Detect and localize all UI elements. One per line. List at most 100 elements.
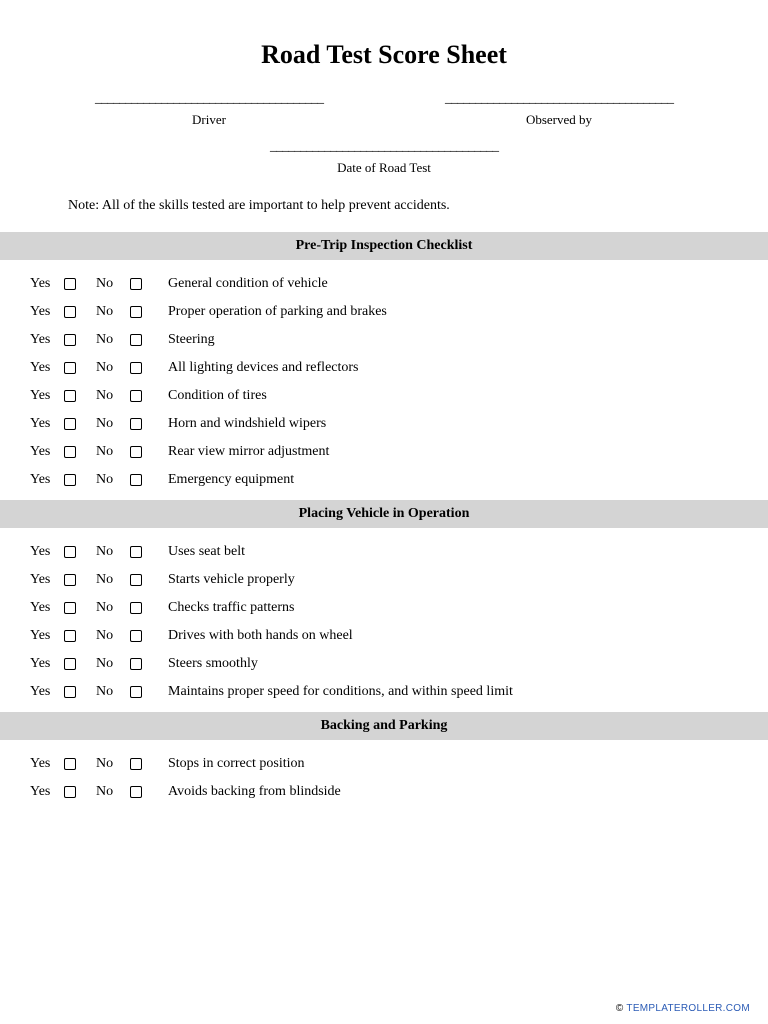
driver-label: Driver [84,112,334,128]
no-label: No [96,388,122,404]
no-checkbox[interactable] [130,658,142,670]
no-label: No [96,416,122,432]
yes-label: Yes [30,472,56,488]
checklist-row: Yes No General condition of vehicle [30,270,738,298]
no-label: No [96,600,122,616]
no-checkbox[interactable] [130,418,142,430]
yes-checkbox[interactable] [64,446,76,458]
yes-checkbox[interactable] [64,658,76,670]
section-block: Pre-Trip Inspection ChecklistYesNoGenera… [30,232,738,494]
checklist-row: YesNoSteers smoothly [30,650,738,678]
no-checkbox[interactable] [130,630,142,642]
checklist-item-text: Drives with both hands on wheel [168,628,353,644]
yes-label: Yes [30,784,56,800]
checklist-row: YesNoCondition of tires [30,382,738,410]
yes-checkbox[interactable] [64,474,76,486]
checklist-row: YesNoUses seat belt [30,538,738,566]
page: Road Test Score Sheet __________________… [0,0,768,806]
no-checkbox[interactable] [130,686,142,698]
no-label: No [96,276,122,292]
no-checkbox[interactable] [130,758,142,770]
no-checkbox[interactable] [130,574,142,586]
checklist-item-text: Proper operation of parking and brakes [168,304,387,320]
no-label: No [96,684,122,700]
footer: © TEMPLATEROLLER.COM [616,1003,750,1014]
yes-checkbox[interactable] [64,546,76,558]
yes-checkbox[interactable] [64,786,76,798]
yes-checkbox[interactable] [64,418,76,430]
checklist-row: YesNoHorn and windshield wipers [30,410,738,438]
no-checkbox[interactable] [130,278,142,290]
no-checkbox[interactable] [130,786,142,798]
yes-label: Yes [30,332,56,348]
yes-checkbox[interactable] [64,602,76,614]
yes-checkbox[interactable] [64,334,76,346]
checklist-row: YesNoSteering [30,326,738,354]
yes-checkbox[interactable] [64,278,76,290]
no-label: No [96,756,122,772]
checklist-row: Yes No Proper operation of parking and bra… [30,298,738,326]
yes-label: Yes [30,628,56,644]
page-title: Road Test Score Sheet [30,40,738,70]
no-checkbox[interactable] [130,362,142,374]
checklist-item-text: Emergency equipment [168,472,294,488]
no-checkbox[interactable] [130,390,142,402]
no-label: No [96,628,122,644]
yes-label: Yes [30,656,56,672]
no-checkbox[interactable] [130,546,142,558]
no-label: No [96,472,122,488]
no-checkbox[interactable] [130,602,142,614]
section-header: Backing and Parking [0,712,768,740]
no-label: No [96,444,122,460]
yes-label: Yes [30,388,56,404]
observed-label: Observed by [434,112,684,128]
observed-line[interactable]: ______________________________________ [434,98,684,112]
observed-signature-block: ______________________________________ O… [434,98,684,128]
yes-checkbox[interactable] [64,758,76,770]
section-block: Placing Vehicle in OperationYesNoUses se… [30,500,738,706]
checklist-item-text: Steers smoothly [168,656,258,672]
yes-label: Yes [30,276,56,292]
checklist-row: YesNoChecks traffic patterns [30,594,738,622]
checklist-row: YesNoMaintains proper speed for conditio… [30,678,738,706]
yes-checkbox[interactable] [64,362,76,374]
no-label: No [96,544,122,560]
no-checkbox[interactable] [130,306,142,318]
section-block: Backing and ParkingYesNoStops in correct… [30,712,738,806]
checklist-row: YesNoStops in correct position [30,750,738,778]
no-checkbox[interactable] [130,334,142,346]
signature-row-2: ______________________________________ D… [30,146,738,176]
yes-label: Yes [30,416,56,432]
yes-label: Yes [30,572,56,588]
no-label: No [96,572,122,588]
checklist-item-text: Uses seat belt [168,544,245,560]
checklist-row: Yes No Emergency equipment [30,466,738,494]
checklist-item-text: Avoids backing from blindside [168,784,341,800]
checklist-item-text: General condition of vehicle [168,276,328,292]
yes-label: Yes [30,304,56,320]
date-line[interactable]: ______________________________________ [259,146,509,160]
checklist-item-text: Stops in correct position [168,756,305,772]
checklist-item-text: Rear view mirror adjustment [168,444,329,460]
no-label: No [96,304,122,320]
signature-row-1: ______________________________________ D… [30,98,738,128]
note-text: Note: All of the skills tested are impor… [68,198,738,214]
sections-container: Pre-Trip Inspection ChecklistYesNoGenera… [30,232,738,806]
yes-checkbox[interactable] [64,686,76,698]
yes-label: Yes [30,684,56,700]
yes-label: Yes [30,600,56,616]
yes-checkbox[interactable] [64,574,76,586]
date-signature-block: ______________________________________ D… [259,146,509,176]
footer-link[interactable]: TEMPLATEROLLER.COM [626,1003,750,1014]
checklist-row: YesNoAll lighting devices and reflectors [30,354,738,382]
no-checkbox[interactable] [130,474,142,486]
driver-line[interactable]: ______________________________________ [84,98,334,112]
yes-checkbox[interactable] [64,390,76,402]
checklist-item-text: All lighting devices and reflectors [168,360,359,376]
section-header: Pre-Trip Inspection Checklist [0,232,768,260]
no-label: No [96,784,122,800]
no-checkbox[interactable] [130,446,142,458]
yes-checkbox[interactable] [64,630,76,642]
yes-checkbox[interactable] [64,306,76,318]
checklist-row: Yes No Drives with both hands on wheel [30,622,738,650]
